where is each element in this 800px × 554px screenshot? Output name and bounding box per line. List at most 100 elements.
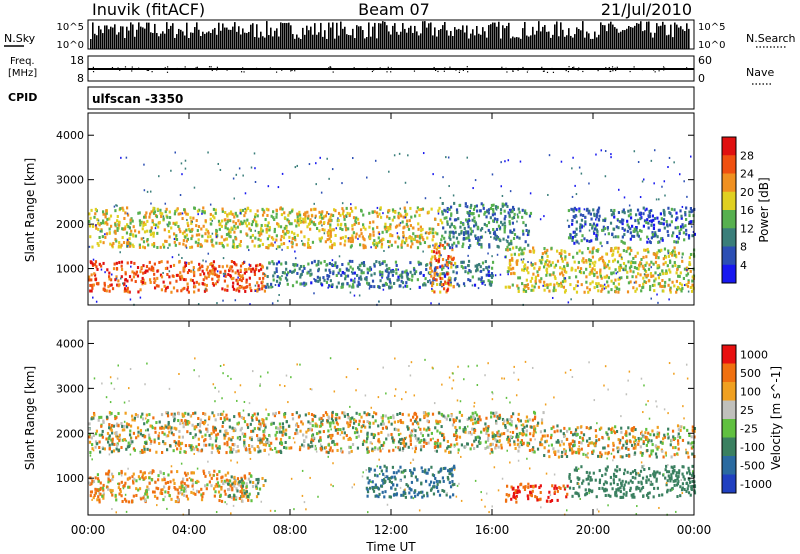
- data-cell: [429, 263, 433, 267]
- data-cell: [271, 285, 274, 288]
- data-cell: [248, 227, 251, 231]
- data-cell: [202, 224, 205, 228]
- data-cell: [335, 421, 338, 425]
- data-cell: [575, 233, 578, 237]
- data-cell: [241, 484, 245, 488]
- data-cell: [233, 197, 236, 200]
- data-cell: [184, 159, 187, 162]
- data-cell: [318, 210, 321, 214]
- data-cell: [649, 271, 653, 275]
- data-cell: [162, 426, 166, 430]
- data-cell: [164, 490, 167, 494]
- data-cell: [399, 418, 402, 422]
- data-cell: [661, 237, 664, 241]
- data-cell: [243, 475, 246, 479]
- data-cell: [205, 276, 208, 280]
- data-cell: [301, 269, 304, 273]
- data-cell: [214, 282, 217, 286]
- data-cell: [580, 239, 583, 243]
- data-cell: [373, 262, 376, 266]
- data-cell: [335, 227, 338, 230]
- data-cell: [679, 281, 682, 285]
- data-cell: [646, 235, 649, 239]
- data-cell: [201, 421, 204, 425]
- data-cell: [536, 270, 539, 274]
- data-cell: [596, 285, 599, 289]
- data-cell: [516, 235, 519, 239]
- data-cell: [140, 280, 143, 284]
- data-cell: [538, 259, 542, 263]
- data-cell: [244, 476, 247, 480]
- data-cell: [167, 224, 170, 228]
- data-cell: [386, 240, 390, 244]
- data-cell: [307, 238, 310, 242]
- data-cell: [354, 235, 357, 239]
- nsky-bar: [546, 31, 548, 49]
- data-cell: [436, 245, 440, 249]
- data-cell: [454, 431, 458, 435]
- data-cell: [443, 274, 447, 278]
- data-cell: [129, 218, 132, 222]
- data-cell: [187, 484, 190, 488]
- data-cell: [467, 254, 469, 257]
- data-cell: [513, 442, 516, 446]
- data-cell: [159, 211, 162, 215]
- data-cell: [436, 282, 439, 286]
- data-cell: [140, 448, 144, 452]
- nave-dot: [371, 70, 374, 73]
- data-cell: [563, 265, 566, 269]
- data-cell: [254, 483, 258, 487]
- nsky-bar: [184, 35, 186, 49]
- data-cell: [221, 265, 224, 269]
- data-cell: [237, 272, 240, 276]
- data-cell: [447, 283, 451, 287]
- data-cell: [283, 271, 286, 275]
- nsky-bar: [104, 25, 106, 49]
- data-cell: [626, 219, 629, 223]
- data-cell: [232, 497, 236, 501]
- data-cell: [510, 415, 513, 419]
- data-cell: [435, 242, 438, 246]
- data-cell: [130, 414, 134, 418]
- data-cell: [146, 447, 149, 451]
- data-cell: [160, 426, 163, 430]
- data-cell: [291, 413, 294, 417]
- data-cell: [613, 258, 616, 262]
- data-cell: [205, 228, 208, 232]
- data-cell: [448, 276, 451, 280]
- data-cell: [148, 436, 151, 440]
- data-cell: [603, 219, 607, 223]
- data-cell: [537, 285, 541, 289]
- data-cell: [108, 443, 111, 447]
- data-cell: [680, 216, 683, 220]
- data-cell: [102, 496, 105, 500]
- data-cell: [146, 269, 149, 273]
- data-cell: [168, 270, 171, 273]
- data-cell: [107, 477, 110, 481]
- data-cell: [245, 269, 248, 273]
- data-cell: [231, 245, 235, 249]
- data-cell: [377, 432, 380, 436]
- data-cell: [489, 216, 492, 220]
- data-cell: [329, 239, 332, 243]
- data-cell: [599, 284, 602, 288]
- data-cell: [569, 233, 572, 237]
- data-cell: [658, 221, 661, 225]
- data-cell: [170, 226, 173, 230]
- data-cell: [237, 449, 240, 453]
- data-cell: [591, 280, 594, 284]
- data-cell: [129, 244, 132, 248]
- nsky-bar: [226, 27, 228, 49]
- data-cell: [636, 208, 640, 212]
- data-cell: [637, 221, 640, 225]
- data-cell: [226, 443, 229, 447]
- data-cell: [327, 443, 330, 447]
- data-cell: [279, 206, 282, 210]
- data-cell: [507, 159, 510, 162]
- data-cell: [97, 221, 100, 225]
- data-cell: [532, 446, 535, 450]
- data-cell: [153, 440, 156, 444]
- nsky-bar: [664, 24, 666, 49]
- data-cell: [448, 207, 451, 211]
- data-cell: [404, 209, 407, 213]
